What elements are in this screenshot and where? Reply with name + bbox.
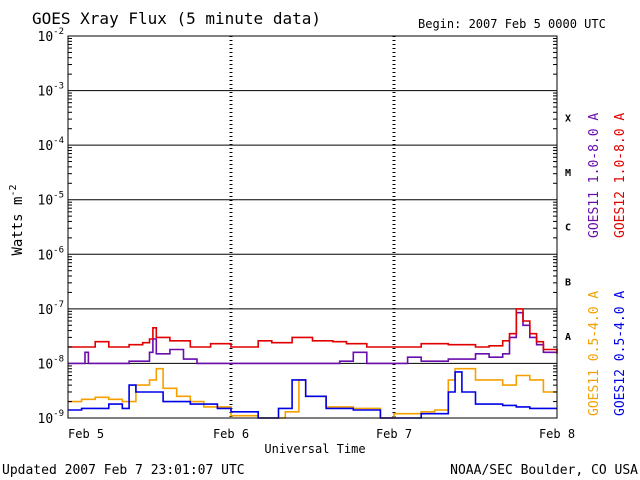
legend-entry-1: GOES12 1.0-8.0 A: [613, 113, 628, 238]
x-tick-label-2: Feb 7: [376, 427, 412, 441]
y-tick-label-2: 10-4: [38, 136, 65, 154]
y-axis-label-exp: -2: [8, 184, 19, 196]
data-source: NOAA/SEC Boulder, CO USA: [450, 463, 638, 478]
flare-class-C: C: [565, 223, 571, 234]
x-tick-label-0: Feb 5: [68, 427, 104, 441]
flare-class-labels: X M C B A: [565, 114, 571, 343]
begin-label: Begin: 2007 Feb 5 0000 UTC: [418, 17, 606, 31]
series-line-1: [68, 308, 558, 354]
y-tick-label-1: 10-3: [38, 82, 65, 100]
x-axis: Feb 5 Feb 6 Feb 7 Feb 8: [68, 427, 575, 441]
y-axis-label: Watts m-2: [8, 184, 26, 255]
y-tick-label-3: 10-5: [38, 191, 65, 209]
flare-class-M: M: [565, 168, 571, 179]
series-layer: [68, 308, 558, 419]
x-tick-label-1: Feb 6: [213, 427, 249, 441]
chart-title: GOES Xray Flux (5 minute data): [32, 9, 321, 28]
flare-class-A: A: [565, 332, 571, 343]
y-tick-label-6: 10-8: [38, 354, 65, 372]
plot-frame: [67, 35, 558, 419]
x-axis-label: Universal Time: [264, 442, 365, 456]
y-axis: 10-2 10-3 10-4 10-5 10-6 10-7 10-8 10-9: [38, 27, 557, 427]
grid-lines: [68, 35, 557, 419]
flare-class-B: B: [565, 277, 571, 288]
y-tick-label-7: 10-9: [38, 409, 65, 427]
y-axis-label-text: Watts m: [10, 197, 26, 256]
legend-entry-3: GOES12 0.5-4.0 A: [613, 291, 628, 416]
legend-entry-0: GOES11 1.0-8.0 A: [587, 113, 602, 238]
y-tick-label-0: 10-2: [38, 27, 65, 45]
y-tick-label-5: 10-7: [38, 300, 65, 318]
y-tick-label-4: 10-6: [38, 245, 65, 263]
updated-timestamp: Updated 2007 Feb 7 23:01:07 UTC: [2, 463, 245, 478]
flare-class-X: X: [565, 114, 571, 125]
legend-entry-2: GOES11 0.5-4.0 A: [587, 291, 602, 416]
svg-text:Watts m-2: Watts m-2: [8, 184, 26, 255]
x-tick-label-3: Feb 8: [539, 427, 575, 441]
series-line-2: [68, 367, 557, 419]
legend: GOES11 1.0-8.0 A GOES12 1.0-8.0 A GOES11 0…: [587, 113, 628, 416]
series-line-3: [68, 371, 557, 419]
